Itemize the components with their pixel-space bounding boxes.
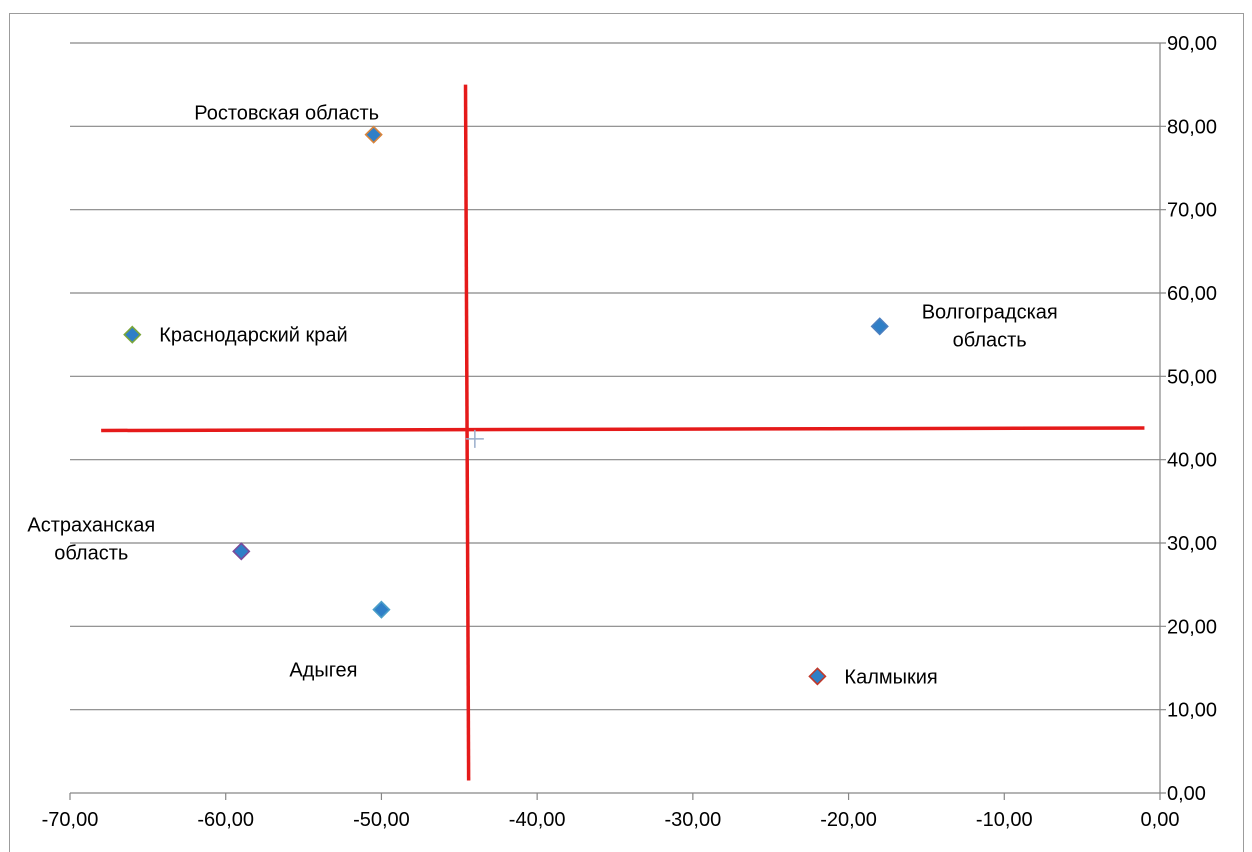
chart-frame [9, 13, 1244, 852]
axes [69, 43, 1161, 800]
gridlines [70, 42, 1166, 794]
quadrant-line-vertical [463, 84, 471, 781]
data-point [364, 125, 383, 144]
x-tick-label: -50,00 [353, 809, 410, 831]
point-label-line: Волгоградская [922, 301, 1058, 323]
y-tick-label: 30,00 [1167, 533, 1217, 555]
y-tick-label: 70,00 [1167, 200, 1217, 222]
y-tick-label: 80,00 [1167, 116, 1217, 138]
y-tick-label: 40,00 [1167, 450, 1217, 472]
data-point [808, 667, 827, 686]
x-tick-label: 0,00 [1141, 809, 1180, 831]
x-tick-label: -20,00 [820, 809, 877, 831]
point-label-line: Астраханская [27, 514, 155, 536]
data-point [372, 600, 391, 619]
y-tick-label: 50,00 [1167, 366, 1217, 388]
y-tick-label: 0,00 [1167, 783, 1206, 805]
point-label: Ростовская область [194, 103, 379, 125]
x-tick-label: -10,00 [976, 809, 1033, 831]
point-labels: Ростовская область Краснодарский край Волг… [27, 103, 1057, 689]
y-tick-label: 20,00 [1167, 616, 1217, 638]
center-marker [465, 429, 484, 448]
point-label: Адыгея [289, 660, 357, 682]
x-tick-label: -60,00 [197, 809, 254, 831]
point-label-line: область [54, 542, 128, 564]
tick-labels: 0,00 10,00 20,00 30,00 40,00 50,00 60,00 70,00 8… [42, 33, 1217, 831]
point-label-line: область [953, 329, 1027, 351]
point-label: Волгоградская область [922, 301, 1058, 351]
point-label: Астраханская область [27, 514, 155, 564]
data-points [123, 125, 889, 686]
point-label: Краснодарский край [159, 325, 347, 347]
quadrant-line-horizontal [101, 426, 1145, 433]
x-tick-label: -70,00 [42, 809, 99, 831]
x-tick-label: -40,00 [509, 809, 566, 831]
y-tick-label: 10,00 [1167, 700, 1217, 722]
y-tick-label: 90,00 [1167, 33, 1217, 55]
data-point [232, 542, 251, 561]
quadrant-lines [101, 84, 1145, 781]
x-tick-label: -30,00 [664, 809, 721, 831]
point-label: Калмыкия [844, 666, 937, 688]
y-tick-label: 60,00 [1167, 283, 1217, 305]
data-point [123, 325, 142, 344]
data-point [870, 317, 889, 336]
